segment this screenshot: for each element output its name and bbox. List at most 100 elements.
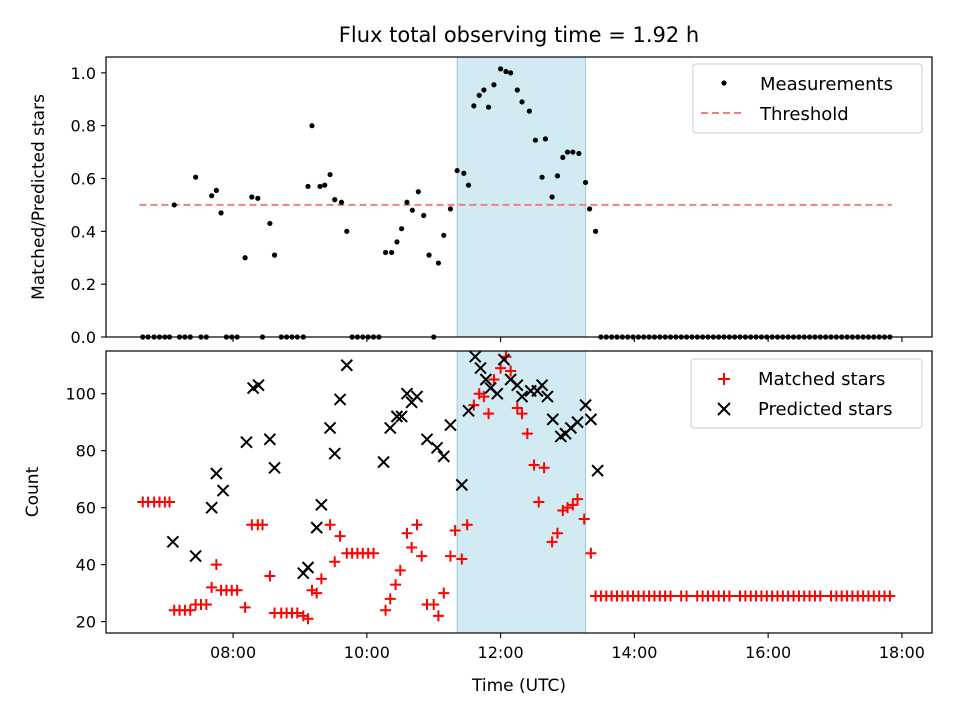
measurements-legend-label: Measurements: [760, 74, 893, 95]
ratio-legend-box: [692, 63, 923, 134]
predicted-stars-point: [437, 450, 450, 463]
predicted-stars-point: [263, 433, 277, 446]
predicted-stars-point: [328, 447, 341, 460]
predicted-stars-point: [591, 464, 604, 477]
measurements-point: [249, 194, 255, 200]
y-tick-label: 20: [76, 613, 96, 632]
matched-stars-point: [528, 459, 540, 471]
matched-legend-label: Matched stars: [758, 369, 885, 390]
matched-stars-point: [578, 513, 590, 525]
predicted-stars-point: [515, 390, 529, 403]
measurements-point: [421, 212, 427, 219]
measurements-point: [415, 189, 421, 195]
counts-x-ticks: 08:00 10:00 12:00 14:00 16:00 18:00: [210, 633, 925, 662]
ratio-panel: 0.0 0.2 0.4 0.6 0.8 1.0 Matched/Predicted sta…: [29, 56, 933, 347]
measurements-point: [503, 68, 509, 75]
measurements-point: [454, 167, 460, 174]
predicted-stars-point: [444, 418, 457, 432]
measurements-point: [576, 150, 582, 157]
predicted-legend-label: Predicted stars: [758, 399, 892, 420]
matched-stars-point: [324, 519, 336, 531]
x-tick-label: 14:00: [611, 643, 657, 662]
predicted-stars-point: [511, 378, 524, 392]
measurements-point: [519, 99, 525, 105]
measurements-point: [526, 108, 532, 114]
predicted-stars-point: [205, 501, 218, 514]
matched-stars-point: [411, 519, 423, 531]
matched-stars-point: [164, 496, 176, 508]
matched-stars-point: [329, 556, 341, 568]
matched-stars-point: [401, 527, 413, 539]
measurements-point: [592, 228, 599, 234]
predicted-stars-point: [268, 461, 281, 474]
predicted-stars-point: [430, 441, 444, 455]
matched-stars-point: [495, 362, 507, 374]
predicted-stars-point: [189, 549, 202, 563]
x-tick-label: 18:00: [879, 643, 925, 662]
measurements-point: [332, 197, 338, 203]
predicted-stars-point: [166, 535, 180, 549]
matched-stars-point: [406, 542, 418, 554]
y-tick-label: 0.2: [71, 275, 96, 294]
matched-stars-point: [488, 373, 500, 385]
matched-stars-point: [884, 590, 896, 602]
chart-title: Flux total observing time = 1.92 h: [339, 23, 699, 47]
predicted-stars-point: [310, 521, 323, 534]
matched-stars-point: [551, 527, 563, 539]
measurements-point: [255, 195, 261, 201]
counts-panel: 08:00 10:00 12:00 14:00 16:00 18:00 20 40 60 80 1…: [23, 350, 933, 696]
measurements-point: [570, 149, 576, 155]
measurements-point: [508, 70, 514, 76]
measurements-point: [309, 123, 315, 129]
measurements-point: [404, 199, 410, 205]
ratio-x-ticks: [232, 337, 903, 342]
measurements-point: [327, 171, 333, 178]
predicted-stars-point: [491, 387, 504, 400]
measurements-legend-marker: [721, 80, 727, 86]
predicted-stars-point: [535, 378, 549, 392]
ratio-y-axis-label: Matched/Predicted stars: [29, 94, 49, 300]
matched-stars-point: [567, 499, 579, 511]
counts-y-ticks: 20 40 60 80 100: [65, 385, 106, 632]
matched-stars-point: [511, 402, 523, 414]
counts-y-axis-label: Count: [23, 466, 43, 517]
measurements-point: [394, 239, 400, 245]
predicted-stars-point: [462, 404, 475, 418]
matched-stars-point: [384, 593, 396, 605]
x-tick-label: 12:00: [478, 643, 524, 662]
matched-stars-point: [468, 399, 480, 411]
counts-points-layer: [137, 350, 896, 625]
predicted-stars-point: [377, 455, 390, 469]
y-tick-label: 40: [76, 556, 96, 575]
predicted-stars-point: [210, 467, 223, 480]
predicted-stars-point: [323, 421, 337, 435]
matched-stars-point: [264, 570, 276, 582]
measurements-point: [382, 249, 389, 256]
matched-stars-point: [505, 365, 517, 377]
measurements-point: [399, 226, 405, 232]
matched-stars-point: [483, 408, 495, 420]
matched-stars-point: [291, 607, 303, 619]
predicted-stars-point: [384, 421, 397, 435]
matched-stars-point: [664, 590, 676, 602]
measurements-point: [532, 137, 538, 143]
counts-axes-frame: [105, 350, 933, 634]
measurements-point: [471, 103, 477, 109]
predicted-stars-point: [390, 410, 404, 423]
predicted-stars-point: [410, 390, 424, 403]
matched-stars-point: [681, 590, 693, 602]
predicted-stars-point: [252, 378, 265, 392]
measurements-point: [242, 255, 248, 261]
x-tick-label: 08:00: [210, 643, 256, 662]
matched-stars-point: [444, 550, 456, 562]
predicted-stars-point: [395, 410, 408, 423]
matched-stars-point: [516, 408, 528, 420]
y-tick-label: 1.0: [71, 64, 96, 83]
measurements-point: [435, 260, 442, 266]
matched-legend-marker: [718, 373, 730, 385]
matched-stars-point: [380, 604, 392, 616]
measurements-point: [338, 199, 345, 205]
predicted-stars-point: [468, 350, 482, 363]
matched-stars-point: [438, 587, 450, 599]
measurements-point: [461, 170, 467, 176]
